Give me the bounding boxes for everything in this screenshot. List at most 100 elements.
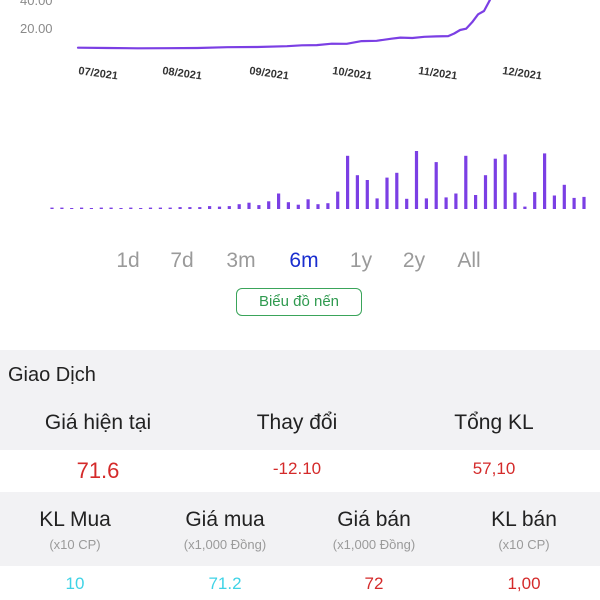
volume-bar <box>395 172 399 210</box>
volume-bar <box>237 204 241 209</box>
volume-bar <box>434 162 438 209</box>
volume-bar <box>286 202 290 209</box>
volume-bar <box>306 199 310 209</box>
volume-bar <box>464 155 468 209</box>
total-volume-label: Tổng KL <box>454 411 534 434</box>
order-header-row: KL Mua Giá mua Giá bán KL bán (x10 CP) (… <box>0 492 600 566</box>
volume-bar <box>99 207 103 209</box>
ask-price-unit: (x1,000 Đồng) <box>332 537 416 552</box>
tab-1d[interactable]: 1d <box>116 249 140 272</box>
time-range-tabs: 1d 7d 3m 6m 1y 2y All <box>0 244 600 278</box>
change-label: Thay đổi <box>256 411 338 434</box>
x-tick-label: 11/2021 <box>418 65 458 82</box>
bid-price-unit: (x1,000 Đồng) <box>183 537 267 552</box>
volume-bar <box>493 158 497 209</box>
volume-bar <box>247 202 251 209</box>
volume-bar <box>227 206 231 209</box>
ask-price-value: 72 <box>364 574 384 593</box>
section-title: Giao Dịch <box>8 364 96 386</box>
tab-2y[interactable]: 2y <box>402 249 426 272</box>
buy-volume-unit: (x10 CP) <box>49 537 101 552</box>
volume-bar <box>267 201 271 209</box>
volume-bar <box>60 207 64 209</box>
change-value: -12.10 <box>272 459 322 478</box>
x-tick-label: 12/2021 <box>502 65 543 82</box>
summary-values-row: 71.6 -12.10 57,10 <box>0 450 600 492</box>
x-tick-label: 10/2021 <box>332 65 373 82</box>
volume-bar <box>562 184 566 209</box>
x-tick-label: 07/2021 <box>78 65 119 82</box>
volume-bar <box>543 153 547 209</box>
volume-bar <box>129 207 133 209</box>
buy-volume-label: KL Mua <box>39 508 111 531</box>
volume-bar <box>326 203 330 209</box>
tab-6m[interactable]: 6m <box>289 249 319 272</box>
order-values-row: 10 71.2 72 1,00 <box>0 566 600 600</box>
volume-bar <box>414 151 419 209</box>
volume-bar <box>552 195 556 209</box>
volume-bar <box>336 191 340 209</box>
tab-1y[interactable]: 1y <box>349 249 373 272</box>
volume-bar <box>217 206 222 209</box>
sell-volume-label: KL bán <box>491 508 557 531</box>
volume-bar <box>346 155 350 209</box>
summary-header-row: Giá hiện tại Thay đổi Tổng KL <box>0 400 600 450</box>
volume-bar <box>188 207 192 209</box>
bid-price-label: Giá mua <box>185 508 265 531</box>
volume-bar <box>405 198 409 209</box>
volume-bar <box>50 207 54 209</box>
volume-bar <box>148 207 153 209</box>
volume-bar <box>503 154 507 209</box>
sell-volume-value: 1,00 <box>507 574 541 593</box>
volume-bar <box>582 196 586 209</box>
volume-bar <box>375 198 379 209</box>
volume-bar <box>365 180 369 209</box>
volume-bar <box>424 198 428 209</box>
volume-bar <box>454 193 458 209</box>
tab-7d[interactable]: 7d <box>170 249 194 272</box>
volume-bar <box>474 195 478 209</box>
volume-bar <box>89 208 93 209</box>
volume-bar <box>483 175 488 209</box>
ask-price-label: Giá bán <box>337 508 411 531</box>
buy-volume-value: 10 <box>65 574 85 593</box>
candlestick-chart-button[interactable]: Biểu đồ nến <box>236 288 362 316</box>
volume-bar <box>257 205 261 209</box>
volume-bar <box>277 193 281 209</box>
volume-bar <box>119 208 123 209</box>
volume-bar <box>70 208 74 209</box>
x-tick-label: 08/2021 <box>162 65 203 82</box>
tab-all[interactable]: All <box>457 249 481 272</box>
volume-bar <box>158 207 162 209</box>
volume-bar <box>385 177 389 209</box>
volume-bar <box>572 197 576 209</box>
volume-bar <box>296 204 300 209</box>
volume-bar <box>513 192 517 209</box>
volume-bar <box>444 197 448 209</box>
volume-bar <box>109 207 113 209</box>
volume-bar <box>178 207 182 209</box>
sell-volume-unit: (x10 CP) <box>498 537 550 552</box>
tab-3m[interactable]: 3m <box>226 249 256 272</box>
volume-bar <box>80 207 84 209</box>
price-chart[interactable]: 40.00 20.00 07/2021 08/2021 09/2021 10/2021 11… <box>0 0 600 230</box>
price-line <box>76 0 492 50</box>
volume-bar <box>316 204 320 209</box>
current-price-label: Giá hiện tại <box>44 411 152 434</box>
trade-section: Giao Dịch Giá hiện tại Thay đổi Tổng KL … <box>0 350 600 600</box>
total-volume-value: 57,10 <box>472 459 516 478</box>
volume-bar <box>523 206 527 209</box>
volume-bar <box>168 207 172 209</box>
x-tick-label: 09/2021 <box>249 65 290 82</box>
y-tick-label: 40.00 <box>20 0 53 8</box>
volume-bar <box>198 207 202 209</box>
volume-bar <box>208 206 212 209</box>
bid-price-value: 71.2 <box>208 574 242 593</box>
price-chart-svg: 40.00 20.00 07/2021 08/2021 09/2021 10/2021 11… <box>20 0 586 210</box>
current-price-value: 71.6 <box>76 458 120 483</box>
volume-bar <box>139 208 143 209</box>
volume-bar <box>533 192 537 209</box>
trade-header: Giao Dịch <box>0 350 600 400</box>
volume-bar <box>355 175 359 209</box>
y-tick-label: 20.00 <box>20 21 53 36</box>
